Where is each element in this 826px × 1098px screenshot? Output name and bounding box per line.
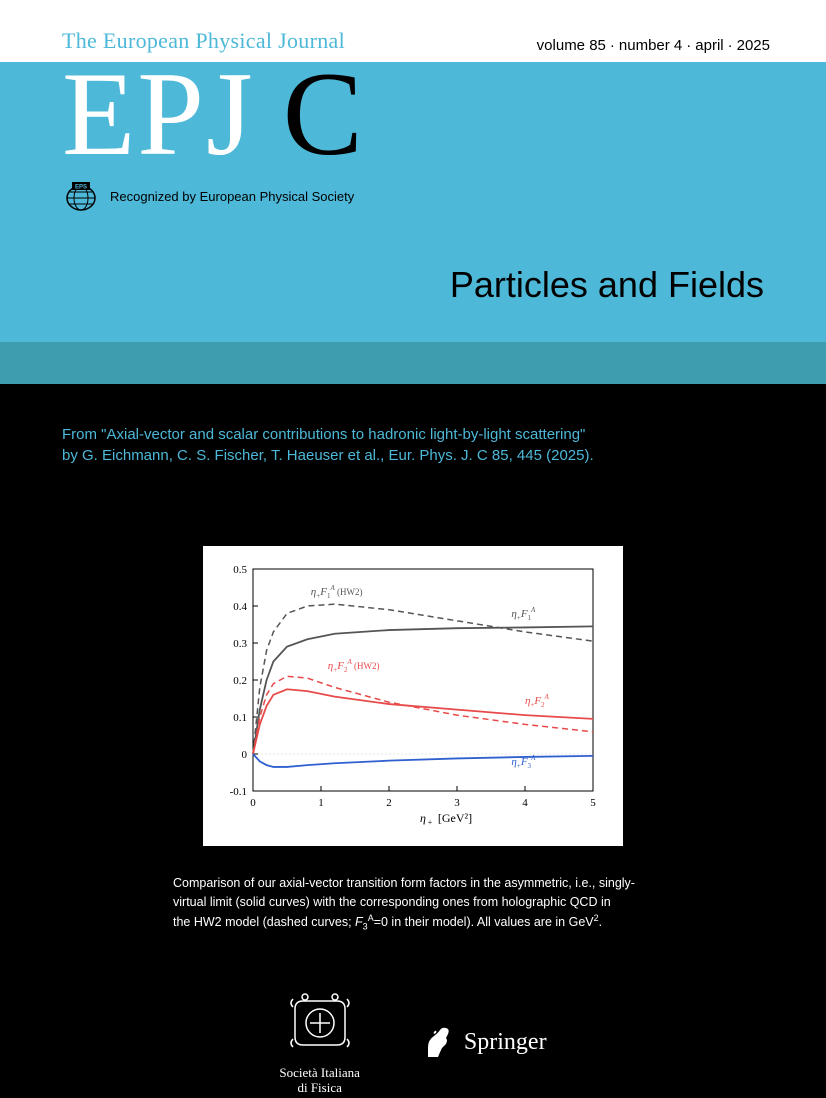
sif-crest-icon	[285, 989, 355, 1059]
masthead: EPJ C EPS Recognized by European Physica…	[0, 62, 826, 342]
svg-text:η+F1A: η+F1A	[511, 606, 536, 622]
svg-text:η+F1A (HW2): η+F1A (HW2)	[311, 584, 363, 600]
springer-logo: Springer	[420, 1022, 547, 1062]
svg-text:0.1: 0.1	[233, 712, 247, 724]
svg-text:0.5: 0.5	[233, 564, 247, 576]
eps-globe-icon: EPS	[62, 180, 100, 212]
eps-text: Recognized by European Physical Society	[110, 189, 354, 204]
section-letter: C	[283, 60, 363, 168]
svg-text:0: 0	[242, 749, 248, 761]
svg-text:0.4: 0.4	[233, 601, 247, 613]
svg-text:[GeV²]: [GeV²]	[438, 811, 472, 825]
form-factor-chart: -0.100.10.20.30.40.5012345η+[GeV²]η+F1Aη…	[211, 561, 603, 826]
content-area: From "Axial-vector and scalar contributi…	[0, 384, 826, 1098]
eps-recognition: EPS Recognized by European Physical Soci…	[62, 180, 764, 212]
svg-text:0.2: 0.2	[233, 675, 247, 687]
epj-logo-text: EPJ	[62, 60, 255, 168]
journal-subtitle: Particles and Fields	[450, 264, 764, 306]
svg-text:2: 2	[386, 797, 392, 809]
svg-text:5: 5	[590, 797, 596, 809]
sif-logo: Società Italianadi Fisica	[279, 989, 360, 1096]
sif-name: Società Italianadi Fisica	[279, 1065, 360, 1096]
chart-panel: -0.100.10.20.30.40.5012345η+[GeV²]η+F1Aη…	[203, 546, 623, 846]
springer-horse-icon	[420, 1022, 454, 1062]
svg-text:EPS: EPS	[75, 185, 87, 191]
svg-text:η+F3A: η+F3A	[511, 754, 536, 770]
svg-text:0: 0	[250, 797, 256, 809]
teal-divider	[0, 342, 826, 384]
svg-text:η+F2A: η+F2A	[525, 693, 550, 709]
springer-name: Springer	[464, 1029, 547, 1056]
publisher-logos: Società Italianadi Fisica Springer	[62, 989, 764, 1096]
svg-text:1: 1	[318, 797, 324, 809]
svg-text:4: 4	[522, 797, 528, 809]
logo-row: EPJ C	[62, 62, 764, 168]
figure-caption: Comparison of our axial-vector transitio…	[173, 874, 653, 934]
svg-text:-0.1: -0.1	[230, 786, 247, 798]
svg-text:0.3: 0.3	[233, 638, 247, 650]
svg-text:η: η	[420, 811, 426, 825]
svg-text:η+F2A (HW2): η+F2A (HW2)	[328, 658, 380, 674]
volume-info: volume 85·number 4·april·2025	[537, 37, 770, 54]
featured-citation: From "Axial-vector and scalar contributi…	[62, 424, 764, 466]
svg-text:3: 3	[454, 797, 460, 809]
svg-text:+: +	[428, 818, 433, 826]
